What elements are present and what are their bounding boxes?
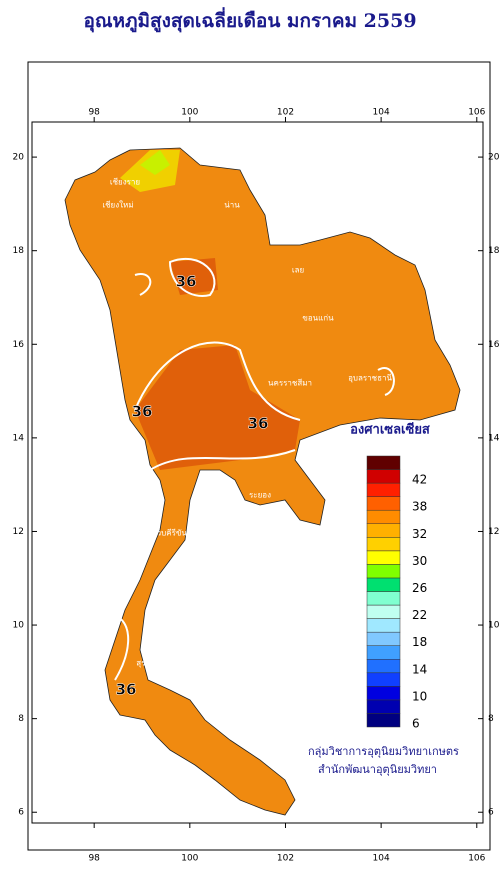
x-tick-label: 102 — [277, 854, 294, 864]
y-tick-label: 18 — [13, 246, 25, 256]
y-tick-label: 10 — [13, 621, 25, 631]
y-tick-label: 10 — [488, 621, 500, 631]
y-tick-label: 14 — [488, 433, 500, 443]
y-tick-label: 20 — [488, 153, 500, 163]
legend-swatch — [366, 509, 401, 525]
hot-region — [135, 345, 300, 470]
legend-swatch — [366, 496, 401, 511]
title: อุณหภูมิสูงสุดเฉลี่ยเดือน มกราคม 2559 — [83, 7, 416, 33]
contour-line — [168, 257, 216, 297]
x-tick-label: 100 — [181, 108, 198, 118]
legend-swatch — [366, 631, 401, 646]
x-tick-label: 100 — [181, 854, 198, 864]
x-tick-label: 98 — [88, 854, 100, 864]
legend-label: 30 — [412, 554, 427, 568]
legend-label: 42 — [412, 473, 427, 487]
legend-swatch — [366, 604, 401, 619]
x-tick-label: 104 — [373, 854, 390, 864]
contour-label: 36 — [248, 415, 269, 433]
place-label: เชียงใหม่ — [102, 201, 133, 210]
contour-label: 36 — [176, 273, 197, 291]
contour-lines — [114, 257, 395, 681]
legend-swatch — [366, 455, 401, 470]
country-shape — [64, 147, 461, 816]
outer-frame — [27, 61, 491, 851]
legend-swatch — [366, 469, 401, 484]
legend-swatch — [366, 577, 401, 592]
legend-label: 10 — [412, 689, 427, 703]
contour-line — [134, 341, 301, 421]
legend-swatch — [366, 564, 401, 579]
place-label: ขอนแก่น — [302, 314, 334, 323]
place-label: ประจวบคีรีขันธ์ — [138, 528, 192, 538]
place-label: ระยอง — [249, 491, 271, 500]
place-label: อุบลราชธานี — [348, 374, 392, 383]
footer-line: กลุ่มวิชาการอุตุนิยมวิทยาเกษตร — [308, 745, 459, 758]
y-tick-label: 20 — [13, 153, 25, 163]
legend-swatch — [366, 686, 401, 701]
footer-line: สำนักพัฒนาอุตุนิยมวิทยา — [318, 763, 437, 776]
y-tick-label: 16 — [488, 340, 500, 350]
contour-line — [377, 367, 395, 396]
y-tick-label: 16 — [13, 340, 25, 350]
y-tick-label: 12 — [488, 527, 499, 537]
y-tick-label: 6 — [18, 808, 24, 818]
legend-label: 38 — [412, 500, 427, 514]
contour-line — [149, 449, 296, 471]
contour-line — [134, 273, 152, 296]
legend-swatch — [366, 672, 401, 687]
map-frame — [31, 121, 484, 824]
place-labels: เชียงใหม่ เชียงรายน่านเลยนครราชสีมาประจวบ… — [102, 178, 392, 668]
cool-region — [140, 150, 170, 175]
legend-swatch — [366, 482, 401, 497]
y-tick-label: 6 — [488, 808, 494, 818]
y-tick-label: 8 — [18, 714, 24, 724]
y-tick-label: 12 — [13, 527, 24, 537]
legend-swatch — [366, 645, 401, 660]
x-tick-label: 98 — [88, 108, 100, 118]
legend-label: 14 — [412, 662, 427, 676]
legend-swatch — [366, 618, 401, 633]
legend-label: 18 — [412, 635, 427, 649]
legend-swatch — [366, 550, 401, 565]
legend-label: 22 — [412, 608, 427, 622]
place-label: เชียงราย — [110, 178, 140, 187]
place-label: น่าน — [224, 201, 240, 210]
legend-swatch — [366, 699, 401, 714]
legend-label: 6 — [412, 717, 420, 731]
x-tick-label: 106 — [468, 108, 485, 118]
legend-swatch — [366, 537, 401, 552]
place-label: นครราชสีมา — [268, 379, 312, 388]
place-label: เลย — [292, 266, 304, 275]
legend-swatch — [366, 591, 401, 606]
legend-swatch — [366, 713, 401, 728]
legend-label: 32 — [412, 527, 427, 541]
hot-region — [170, 258, 218, 295]
contour-label: 36 — [116, 681, 137, 699]
y-tick-label: 14 — [13, 433, 25, 443]
contour-label: 36 — [132, 403, 153, 421]
y-tick-label: 18 — [488, 246, 500, 256]
x-tick-label: 106 — [468, 854, 485, 864]
place-label: สุราษฎร์ธานี — [136, 658, 180, 668]
legend-title: องศาเซลเซียส — [350, 422, 430, 438]
y-tick-label: 8 — [488, 714, 494, 724]
legend-swatch — [366, 523, 401, 538]
contour-line — [114, 614, 130, 681]
legend-swatch — [366, 659, 401, 674]
x-tick-label: 102 — [277, 108, 294, 118]
x-tick-label: 104 — [373, 108, 390, 118]
legend-label: 26 — [412, 581, 427, 595]
